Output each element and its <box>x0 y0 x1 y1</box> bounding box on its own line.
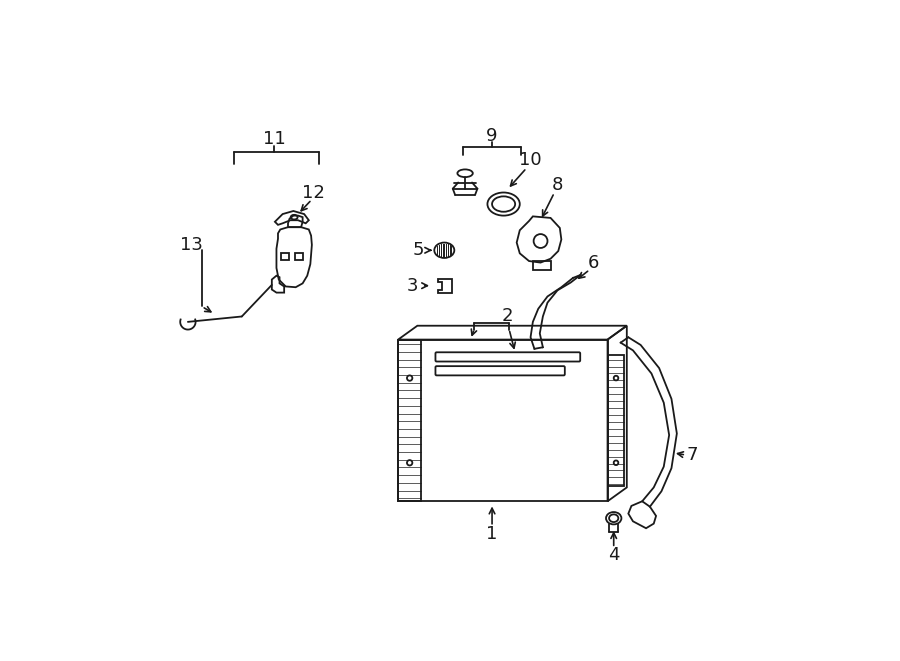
Text: 7: 7 <box>687 446 698 464</box>
Text: 12: 12 <box>302 184 325 202</box>
Bar <box>398 340 608 501</box>
Text: 3: 3 <box>407 277 418 295</box>
Bar <box>281 253 289 260</box>
Text: 8: 8 <box>552 176 563 194</box>
Bar <box>295 253 302 260</box>
Text: 1: 1 <box>486 525 498 543</box>
Text: 10: 10 <box>519 151 542 169</box>
Text: 2: 2 <box>501 307 513 325</box>
Text: 9: 9 <box>486 126 498 145</box>
Text: 5: 5 <box>412 241 424 259</box>
Bar <box>398 340 421 501</box>
Text: 11: 11 <box>263 130 285 147</box>
Text: 6: 6 <box>588 254 599 272</box>
Text: 13: 13 <box>180 236 203 254</box>
Bar <box>608 355 625 486</box>
Text: 4: 4 <box>608 546 619 564</box>
